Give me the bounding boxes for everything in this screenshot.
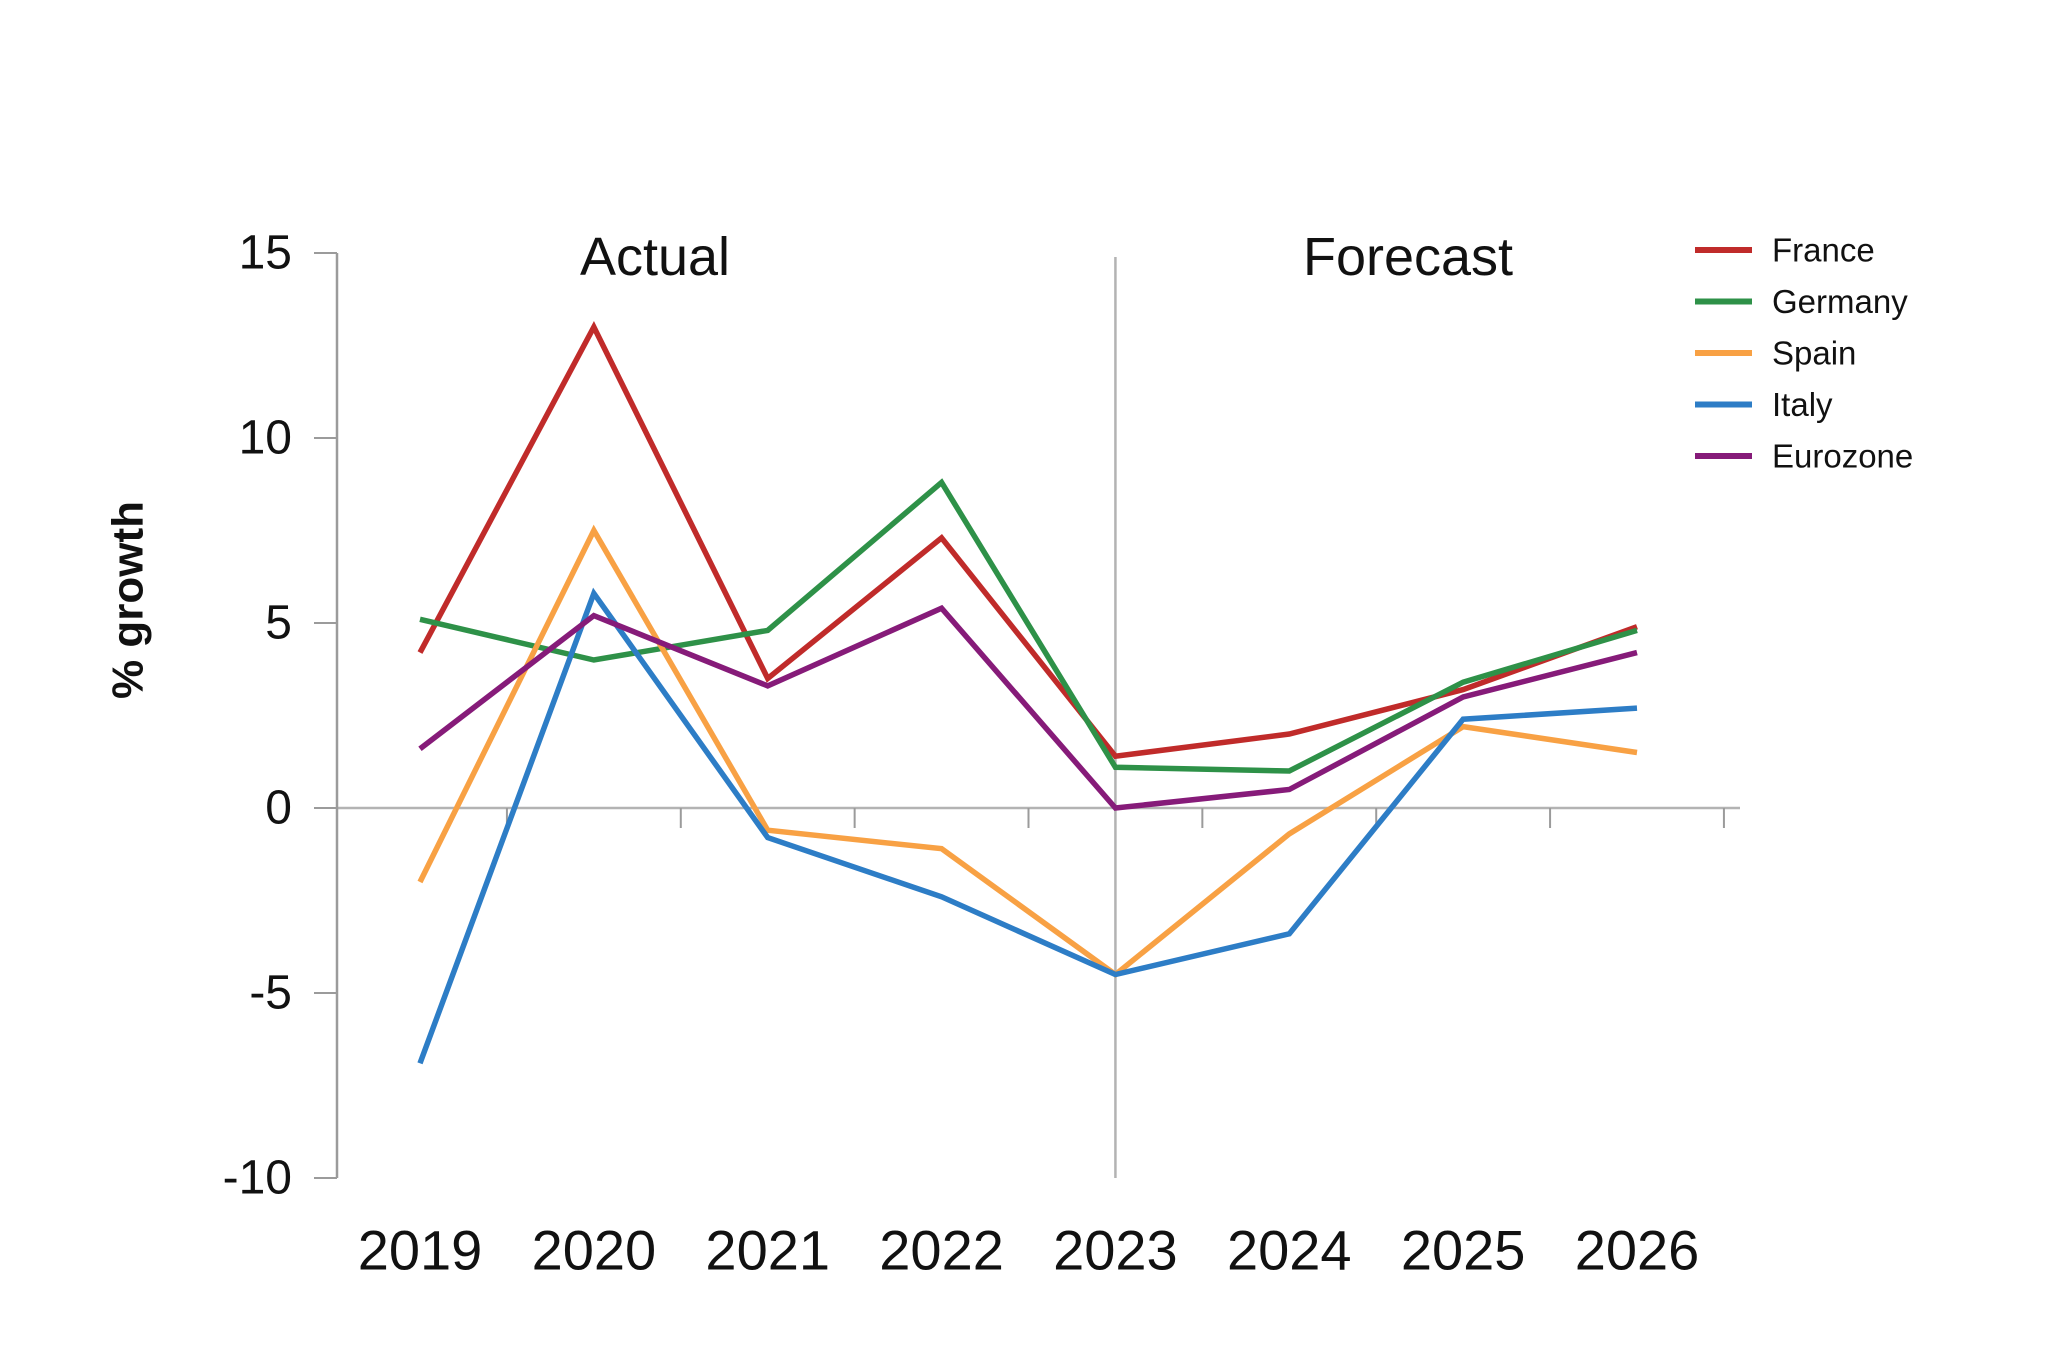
- section-label-forecast: Forecast: [1303, 227, 1513, 287]
- x-tick-label-2022: 2022: [879, 1219, 1004, 1282]
- x-tick-label-2025: 2025: [1401, 1219, 1526, 1282]
- x-tick-label-2019: 2019: [358, 1219, 483, 1282]
- x-tick-label-2023: 2023: [1053, 1219, 1178, 1282]
- x-tick-label-2021: 2021: [705, 1219, 830, 1282]
- x-tick-label-2020: 2020: [532, 1219, 657, 1282]
- x-tick-label-2026: 2026: [1575, 1219, 1700, 1282]
- legend-label-italy: Italy: [1772, 386, 1833, 423]
- legend-label-spain: Spain: [1772, 335, 1856, 372]
- y-tick-label-10: 10: [239, 412, 292, 465]
- section-label-actual: Actual: [580, 227, 730, 287]
- y-tick-label-0: 0: [265, 782, 292, 835]
- legend-label-eurozone: Eurozone: [1772, 438, 1913, 475]
- y-tick-label--5: -5: [249, 967, 292, 1020]
- series-line-italy: [417, 587, 1638, 1065]
- x-tick-label-2024: 2024: [1227, 1219, 1352, 1282]
- y-axis-title: % growth: [104, 501, 153, 699]
- series-line-germany: [419, 478, 1638, 774]
- y-tick-label-5: 5: [265, 597, 292, 650]
- legend-label-france: France: [1772, 232, 1875, 269]
- series-line-spain: [417, 524, 1638, 978]
- legend-label-germany: Germany: [1772, 283, 1908, 320]
- series-line-eurozone: [418, 604, 1638, 811]
- y-tick-label-15: 15: [239, 227, 292, 280]
- y-tick-label--10: -10: [223, 1152, 292, 1205]
